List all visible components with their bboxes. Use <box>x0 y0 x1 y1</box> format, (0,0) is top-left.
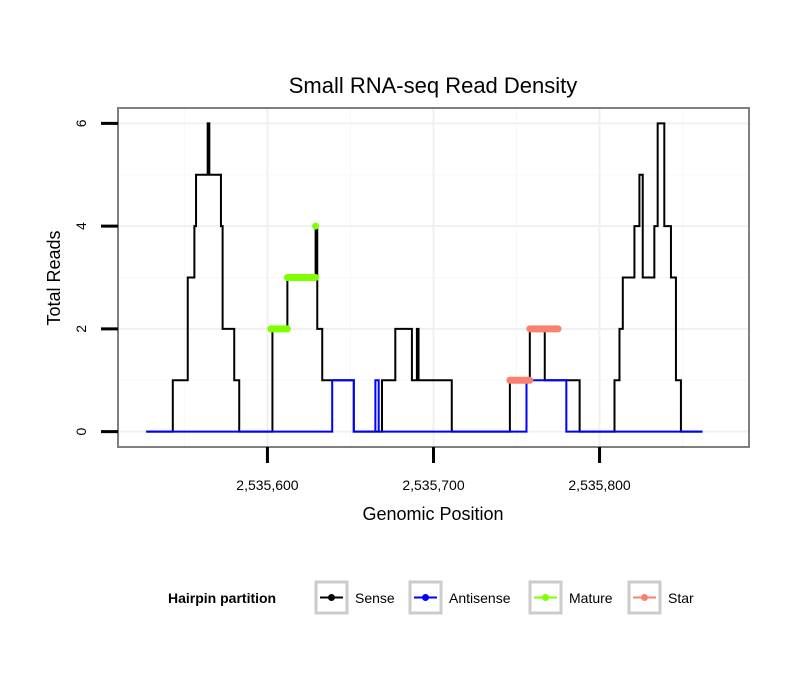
x-axis-title: Genomic Position <box>362 504 503 524</box>
x-tick-label: 2,535,600 <box>236 477 298 493</box>
legend-marker-mature <box>542 594 549 601</box>
legend-label-star: Star <box>668 590 694 606</box>
legend-marker-antisense <box>422 594 429 601</box>
x-tick-label: 2,535,700 <box>402 477 464 493</box>
y-axis-title: Total Reads <box>44 230 64 325</box>
legend-label-sense: Sense <box>355 590 395 606</box>
antisense-series-line <box>146 379 703 433</box>
legend-title: Hairpin partition <box>168 590 276 606</box>
plot-panel: 2,535,600 2,535,700 2,535,800 0 2 4 6 <box>73 107 750 493</box>
x-tick-label: 2,535,800 <box>568 477 630 493</box>
legend-label-mature: Mature <box>569 590 613 606</box>
legend-marker-star <box>641 594 648 601</box>
y-tick-label: 4 <box>73 222 89 230</box>
y-tick-label: 0 <box>73 427 89 435</box>
chart-title: Small RNA-seq Read Density <box>289 73 578 98</box>
legend-marker-sense <box>328 594 335 601</box>
y-tick-label: 2 <box>73 325 89 333</box>
legend-label-antisense: Antisense <box>449 590 511 606</box>
legend: Hairpin partition Sense Antisense Mature St… <box>168 580 694 615</box>
y-tick-label: 6 <box>73 119 89 127</box>
sense-series-line <box>146 122 703 433</box>
